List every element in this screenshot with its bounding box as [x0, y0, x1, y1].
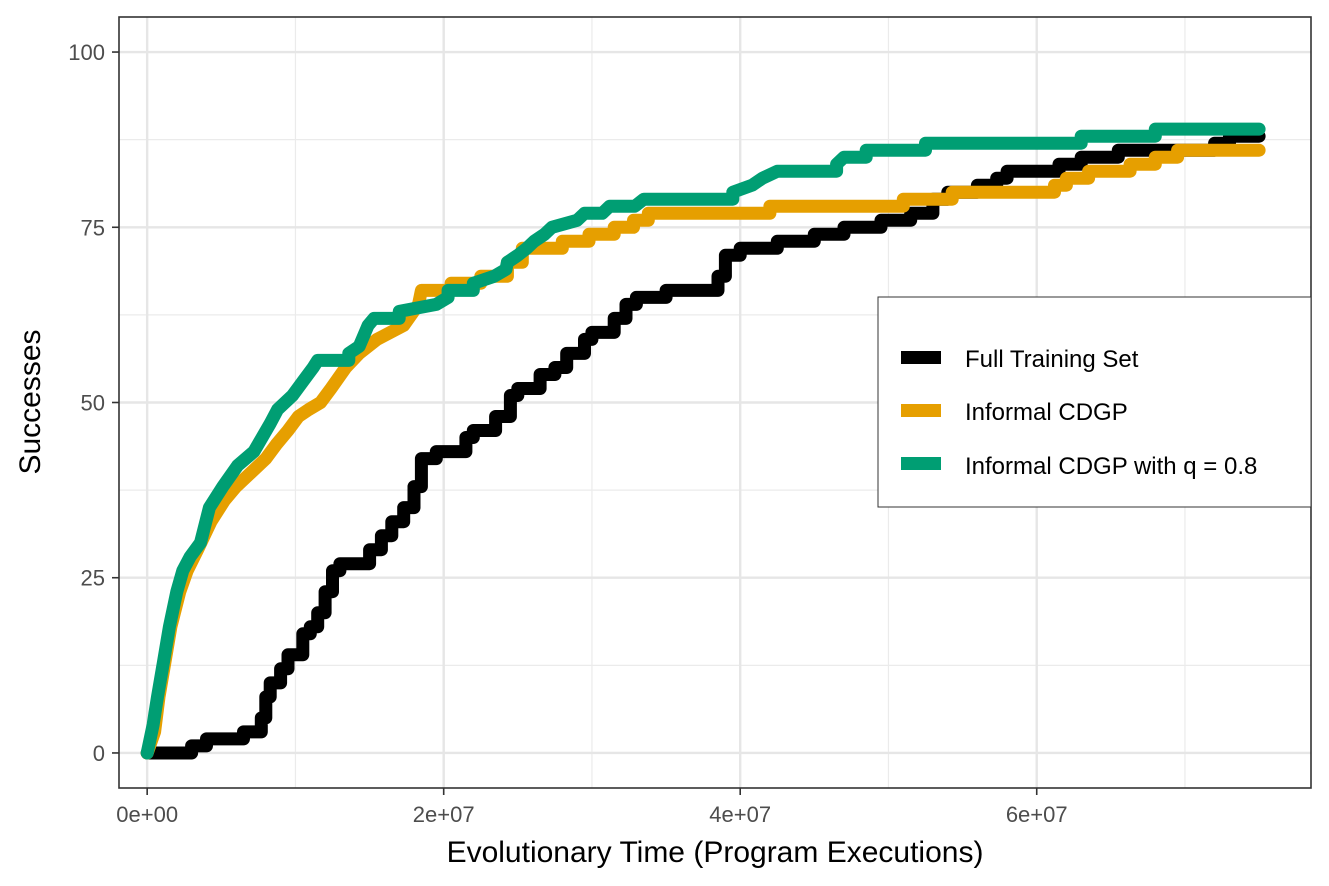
legend-key-informal-cdgp-q08 [901, 457, 941, 470]
y-tick-label: 100 [68, 40, 105, 65]
legend-label-full-training-set: Full Training Set [965, 346, 1139, 373]
legend-key-informal-cdgp [901, 404, 941, 417]
legend-key-full-training-set [901, 351, 941, 364]
legend-label-informal-cdgp: Informal CDGP [965, 399, 1128, 426]
x-axis-title: Evolutionary Time (Program Executions) [447, 836, 984, 869]
legend-box [877, 296, 1312, 508]
y-tick-label: 50 [81, 391, 105, 416]
x-axis: 0e+00 2e+07 4e+07 6e+07 [116, 788, 1068, 827]
legend: Full Training Set Informal CDGP Informal… [877, 296, 1312, 508]
y-tick-label: 25 [81, 566, 105, 591]
y-axis-title: Successes [14, 329, 47, 474]
y-axis: 0 25 50 75 100 [68, 40, 119, 766]
legend-label-informal-cdgp-q08: Informal CDGP with q = 0.8 [965, 453, 1257, 480]
y-tick-label: 0 [93, 741, 105, 766]
x-tick-label: 2e+07 [413, 802, 475, 827]
series-line-2 [140, 122, 1266, 760]
x-tick-label: 6e+07 [1006, 802, 1068, 827]
series-layer [140, 122, 1266, 760]
y-tick-label: 75 [81, 215, 105, 240]
x-tick-label: 0e+00 [116, 802, 178, 827]
x-tick-label: 4e+07 [709, 802, 771, 827]
